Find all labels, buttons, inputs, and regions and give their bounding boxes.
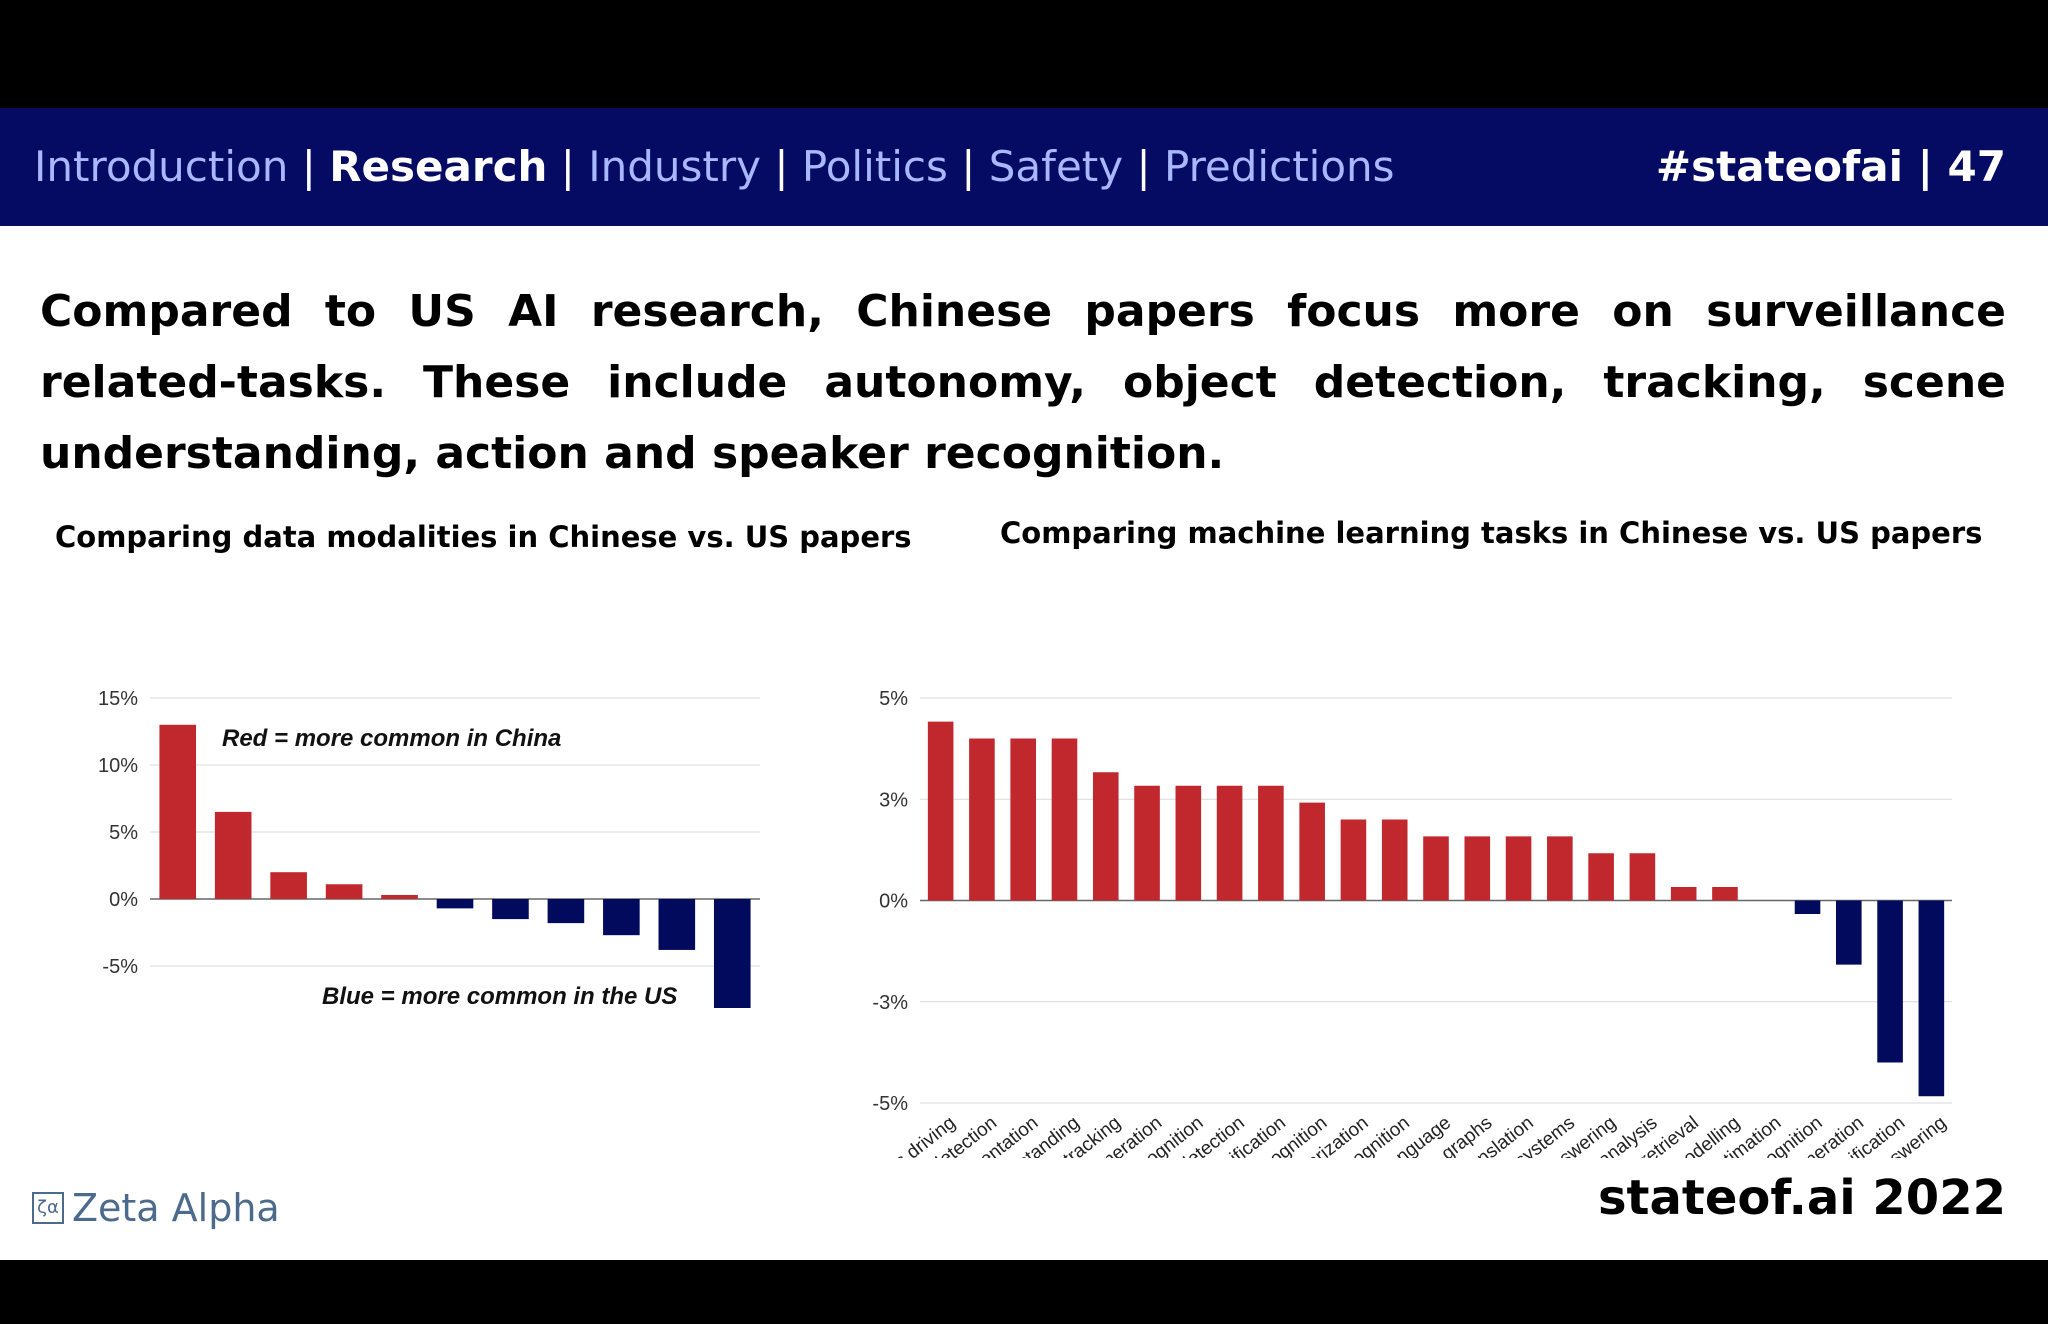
bar (1505, 836, 1532, 901)
nav-separator: | (1136, 142, 1151, 191)
bar (547, 899, 585, 924)
bar (1588, 853, 1614, 901)
zeta-alpha-icon: ζα (32, 1192, 64, 1224)
bar (1175, 785, 1202, 901)
bar (1258, 785, 1284, 901)
footer-brand: stateof.ai 2022 (1597, 1170, 2006, 1226)
nav-separator: | (774, 142, 789, 191)
nav-item-introduction[interactable]: Introduction (34, 142, 289, 191)
bar (1423, 836, 1449, 901)
bar (1051, 738, 1078, 901)
bar (1918, 900, 1945, 1097)
bar (1464, 836, 1491, 901)
bar (1381, 819, 1408, 901)
chart2-title: Comparing machine learning tasks in Chin… (1000, 516, 1983, 550)
bar (1340, 819, 1367, 901)
bar (1629, 853, 1656, 901)
nav-item-politics[interactable]: Politics (801, 142, 948, 191)
bar (1670, 887, 1697, 901)
chart-annotation: Blue = more common in the US (322, 983, 677, 1008)
nav-item-safety[interactable]: Safety (988, 142, 1124, 191)
zeta-alpha-text: Zeta Alpha (72, 1186, 280, 1230)
bar (1712, 887, 1738, 901)
bar (713, 899, 751, 1008)
nav-item-research[interactable]: Research (329, 142, 548, 191)
nav-item-industry[interactable]: Industry (588, 142, 762, 191)
nav-separator: | (961, 142, 976, 191)
y-tick-label: -3% (872, 992, 908, 1014)
y-tick-label: 3% (879, 789, 908, 811)
bar (381, 894, 418, 899)
headline: Compared to US AI research, Chinese pape… (40, 286, 2006, 479)
bar (214, 811, 252, 899)
nav-item-predictions[interactable]: Predictions (1164, 142, 1395, 191)
bar (325, 884, 363, 899)
y-tick-label: 0% (109, 889, 138, 911)
bar (969, 738, 995, 901)
y-tick-label: 5% (109, 822, 138, 844)
y-tick-label: -5% (872, 1093, 908, 1115)
bar (436, 899, 474, 909)
bar (1092, 772, 1119, 901)
chart1-title: Comparing data modalities in Chinese vs.… (55, 520, 912, 554)
bar (1010, 738, 1036, 901)
y-tick-label: -5% (102, 956, 138, 978)
bar (658, 899, 696, 950)
nav-separator: | (560, 142, 575, 191)
bar (270, 872, 307, 899)
bar (927, 721, 954, 901)
y-tick-label: 15% (98, 688, 138, 710)
slide: Introduction | Research | Industry | Pol… (0, 108, 2048, 1260)
bar (1836, 900, 1862, 965)
bar (1547, 836, 1573, 901)
y-tick-label: 10% (98, 755, 138, 777)
chart-annotation: Red = more common in China (222, 725, 561, 752)
zeta-alpha-logo: ζα Zeta Alpha (32, 1186, 280, 1230)
tasks-chart: 5%3%0%-3%-5%autonomous drivingobject det… (820, 688, 1952, 1158)
bar (159, 724, 197, 899)
bar (492, 899, 529, 920)
y-tick-label: 5% (879, 688, 908, 710)
section-nav: Introduction | Research | Industry | Pol… (34, 142, 1395, 191)
bar (1299, 802, 1325, 901)
bar (1216, 785, 1243, 901)
bar (1794, 900, 1821, 914)
bar (1134, 785, 1160, 901)
nav-separator: | (301, 142, 316, 191)
y-tick-label: 0% (879, 891, 908, 913)
slide-number: #stateofai | 47 (1655, 142, 2006, 191)
nav-bar: Introduction | Research | Industry | Pol… (0, 108, 2048, 226)
modalities-chart: 15%10%5%0%-5%-10%-15%ImageMultimodalVide… (98, 688, 760, 1008)
bar (1877, 900, 1903, 1063)
bar (603, 899, 640, 936)
